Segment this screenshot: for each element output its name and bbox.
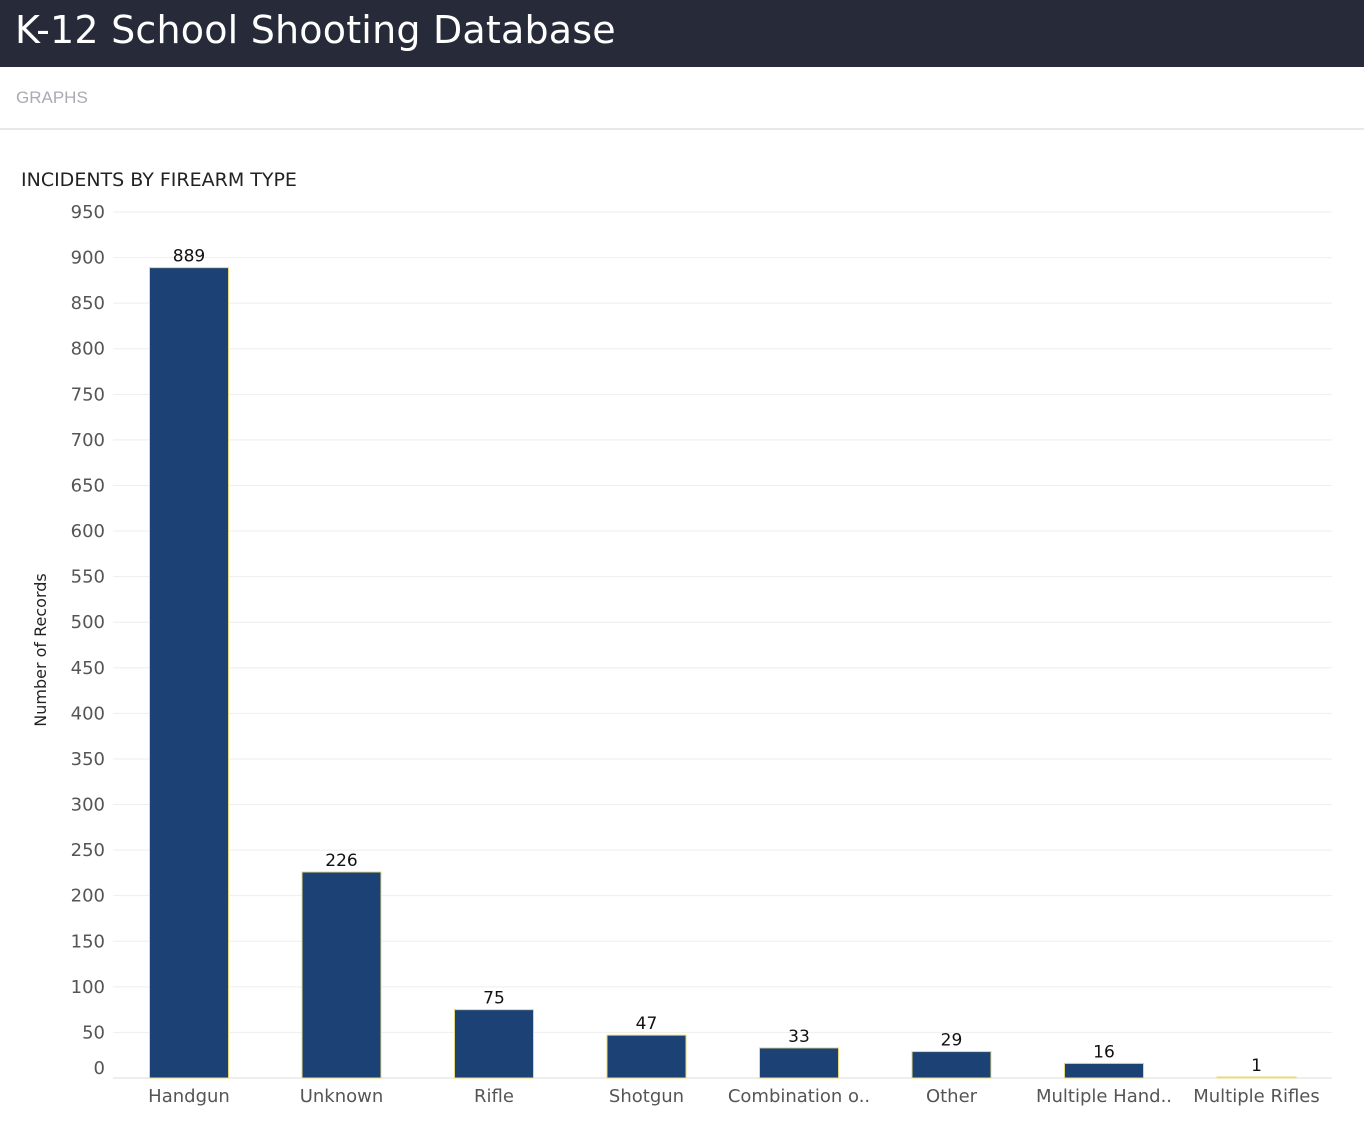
bar-value-label: 1 [1251, 1056, 1262, 1076]
chart-title: INCIDENTS BY FIREARM TYPE [21, 169, 297, 191]
y-tick-label: 600 [71, 521, 105, 542]
y-tick-label: 300 [71, 795, 105, 816]
y-tick-label: 950 [71, 202, 105, 223]
x-tick-label: Shotgun [609, 1086, 684, 1107]
y-tick-label: 850 [71, 293, 105, 314]
x-tick-label: Handgun [148, 1086, 230, 1107]
bar[interactable] [911, 1051, 992, 1079]
y-tick-label: 350 [71, 749, 105, 770]
x-tick-label: Other [926, 1086, 978, 1107]
bar[interactable] [1216, 1076, 1297, 1079]
gridlines [113, 211, 1332, 1079]
y-tick-label: 700 [71, 430, 105, 451]
sub-navigation: GRAPHS [0, 67, 1364, 130]
value-labels: 889 226 75 47 33 29 16 1 [173, 247, 1262, 1076]
app-title: K-12 School Shooting Database [15, 8, 616, 52]
bar-value-label: 889 [173, 247, 205, 267]
x-tick-label: Rifle [474, 1086, 514, 1107]
x-tick-label: Combination o.. [728, 1086, 870, 1107]
y-axis-title: Number of Records [31, 573, 50, 726]
bar[interactable] [454, 1009, 534, 1079]
bar-value-label: 33 [788, 1027, 810, 1047]
x-tick-label: Multiple Rifles [1193, 1086, 1320, 1107]
y-tick-label: 100 [71, 977, 105, 998]
y-axis-ticks: 0 50 100 150 200 250 300 350 400 450 500 550 600 650 7… [71, 202, 105, 1079]
y-tick-label: 800 [71, 339, 105, 360]
y-tick-label: 150 [71, 931, 105, 952]
y-tick-label: 450 [71, 658, 105, 679]
y-tick-label: 750 [71, 384, 105, 405]
bar-value-label: 16 [1093, 1042, 1115, 1062]
bar-value-label: 29 [941, 1031, 963, 1051]
app-header: K-12 School Shooting Database [0, 0, 1364, 67]
bar-chart: 0 50 100 150 200 250 300 350 400 450 500 550 600 650 7… [31, 202, 1332, 1107]
y-tick-label: 200 [71, 886, 105, 907]
bar[interactable] [149, 267, 229, 1079]
y-tick-label: 650 [71, 475, 105, 496]
tab-graphs[interactable]: GRAPHS [16, 88, 88, 107]
bars [149, 267, 1297, 1079]
y-tick-label: 50 [82, 1022, 105, 1043]
y-tick-label: 0 [94, 1058, 105, 1079]
x-tick-label: Multiple Hand.. [1036, 1086, 1172, 1107]
x-axis-ticks: Handgun Unknown Rifle Shotgun Combination o.… [148, 1086, 1320, 1107]
y-tick-label: 400 [71, 703, 105, 724]
y-tick-label: 900 [71, 248, 105, 269]
bar-value-label: 75 [483, 989, 505, 1009]
bar[interactable] [301, 871, 382, 1079]
bar[interactable] [606, 1034, 687, 1079]
bar-value-label: 226 [325, 851, 357, 871]
y-tick-label: 550 [71, 567, 105, 588]
y-tick-label: 250 [71, 840, 105, 861]
y-tick-label: 500 [71, 612, 105, 633]
x-tick-label: Unknown [300, 1086, 384, 1107]
bar[interactable] [759, 1047, 839, 1079]
bar[interactable] [1064, 1062, 1144, 1079]
bar-value-label: 47 [636, 1014, 658, 1034]
